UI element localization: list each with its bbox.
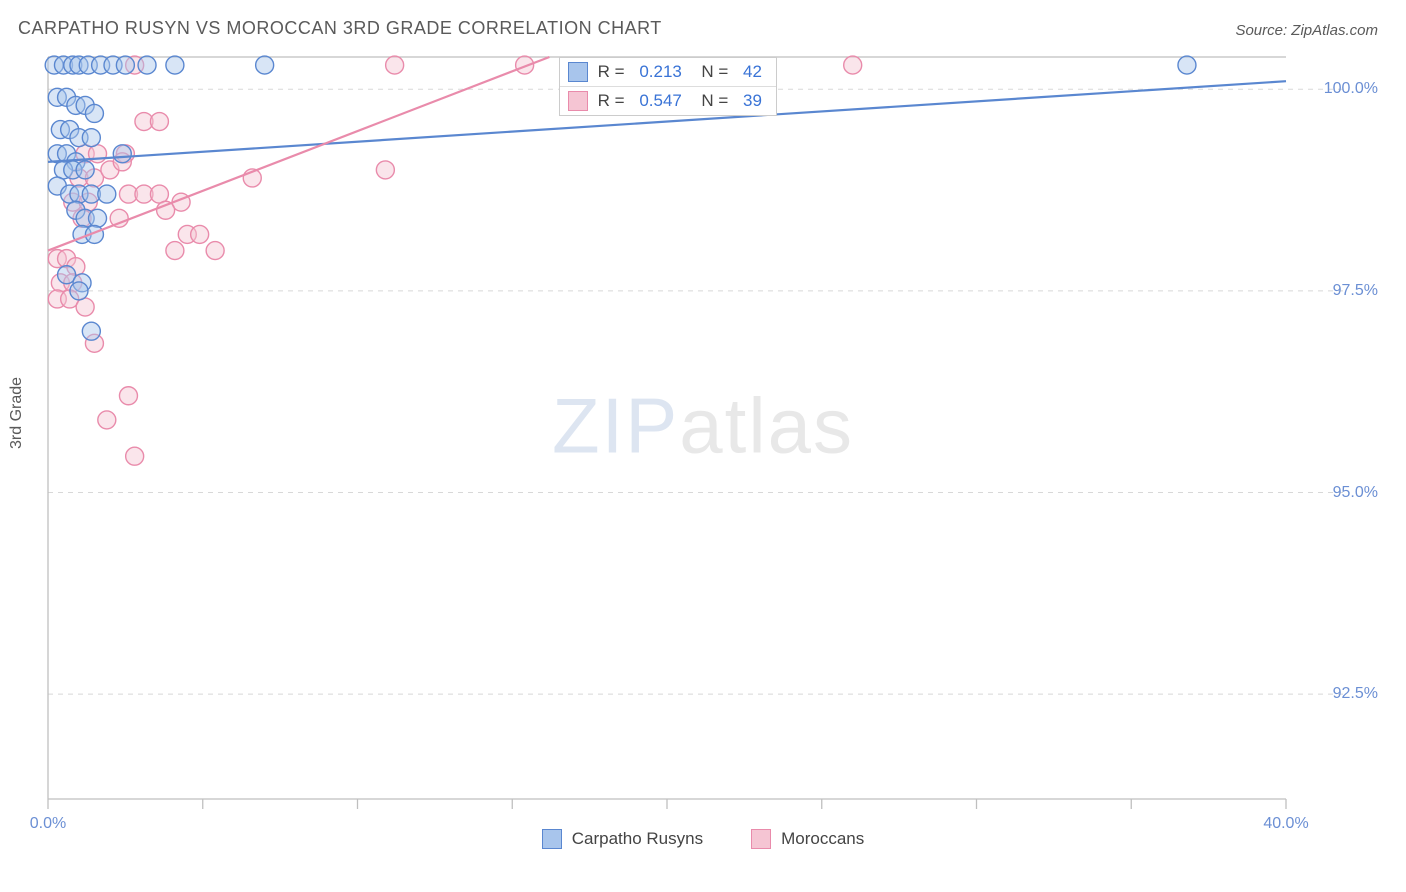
stats-row-b: R = 0.547 N = 39 — [560, 87, 776, 115]
y-tick-label: 95.0% — [1333, 484, 1378, 502]
legend: Carpatho Rusyns Moroccans — [0, 829, 1406, 849]
x-tick-label: 40.0% — [1263, 815, 1308, 833]
x-tick-label: 0.0% — [30, 815, 66, 833]
swatch-b-icon — [568, 91, 588, 111]
chart-title: CARPATHO RUSYN VS MOROCCAN 3RD GRADE COR… — [18, 18, 662, 39]
source-label: Source: ZipAtlas.com — [1235, 22, 1378, 39]
legend-item-b: Moroccans — [751, 829, 864, 849]
stats-row-a: R = 0.213 N = 42 — [560, 58, 776, 87]
y-tick-label: 97.5% — [1333, 282, 1378, 300]
swatch-b-icon — [751, 829, 771, 849]
r-value-a: 0.213 — [639, 62, 682, 82]
n-value-b: 39 — [743, 91, 762, 111]
legend-label-a: Carpatho Rusyns — [572, 829, 703, 849]
r-value-b: 0.547 — [639, 91, 682, 111]
correlation-stats-box: R = 0.213 N = 42 R = 0.547 N = 39 — [559, 57, 777, 116]
swatch-a-icon — [568, 62, 588, 82]
swatch-a-icon — [542, 829, 562, 849]
n-value-a: 42 — [743, 62, 762, 82]
y-tick-label: 92.5% — [1333, 685, 1378, 703]
legend-label-b: Moroccans — [781, 829, 864, 849]
scatter-plot — [0, 49, 1406, 869]
y-tick-label: 100.0% — [1324, 80, 1378, 98]
legend-item-a: Carpatho Rusyns — [542, 829, 703, 849]
chart-area: 3rd Grade ZIPatlas R = 0.213 N = 42 R = … — [0, 49, 1406, 869]
